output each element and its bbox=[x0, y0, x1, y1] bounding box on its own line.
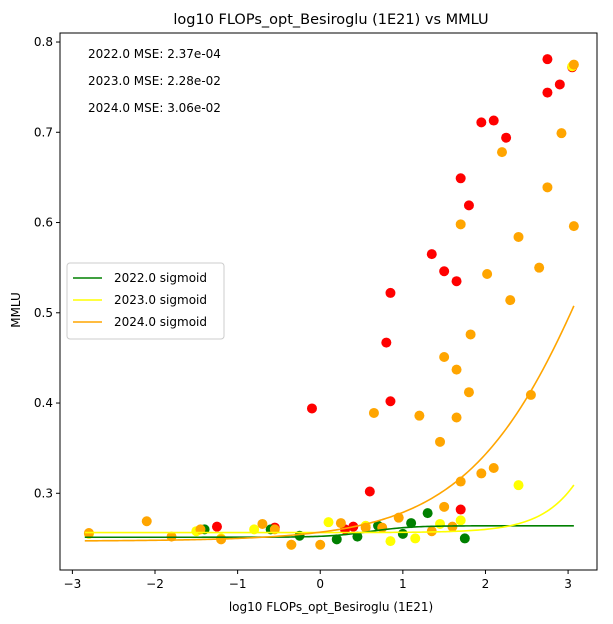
y-tick-label: 0.4 bbox=[34, 396, 53, 410]
data-point bbox=[335, 518, 346, 529]
sigmoid-fit-line bbox=[84, 305, 575, 542]
data-point bbox=[513, 480, 524, 491]
x-tick-label: −1 bbox=[229, 577, 247, 591]
legend-box bbox=[66, 262, 225, 340]
x-tick-label: 3 bbox=[564, 577, 572, 591]
legend-label-2022: 2022.0 sigmoid bbox=[114, 271, 207, 285]
data-point bbox=[141, 516, 152, 527]
y-tick-label: 0.5 bbox=[34, 306, 53, 320]
data-point bbox=[476, 117, 487, 128]
y-axis-label: MMLU bbox=[9, 292, 23, 328]
y-axis: 0.3 0.4 0.5 0.6 0.7 0.8 bbox=[34, 35, 60, 500]
data-point bbox=[306, 403, 317, 414]
data-point bbox=[323, 517, 334, 528]
y-tick-label: 0.7 bbox=[34, 125, 53, 139]
x-tick-label: 0 bbox=[316, 577, 324, 591]
data-point bbox=[455, 173, 466, 184]
data-point bbox=[476, 468, 487, 479]
x-axis-label: log10 FLOPs_opt_Besiroglu (1E21) bbox=[229, 600, 433, 614]
data-point bbox=[463, 200, 474, 211]
data-point bbox=[451, 276, 462, 287]
data-point bbox=[368, 407, 379, 418]
data-point bbox=[455, 504, 466, 515]
data-point bbox=[410, 533, 421, 544]
y-tick-label: 0.8 bbox=[34, 35, 53, 49]
plot-area bbox=[83, 54, 579, 550]
x-tick-label: −2 bbox=[146, 577, 164, 591]
legend-label-2023: 2023.0 sigmoid bbox=[114, 293, 207, 307]
data-point bbox=[455, 515, 466, 526]
data-point bbox=[406, 518, 417, 529]
y-tick-label: 0.3 bbox=[34, 486, 53, 500]
plot-frame bbox=[59, 32, 598, 571]
data-point bbox=[534, 262, 545, 273]
data-point bbox=[542, 87, 553, 98]
data-point bbox=[513, 231, 524, 242]
x-tick-label: −3 bbox=[64, 577, 82, 591]
data-point bbox=[385, 287, 396, 298]
data-point bbox=[315, 539, 326, 550]
data-point bbox=[465, 329, 476, 340]
data-point bbox=[568, 59, 579, 70]
data-point bbox=[525, 389, 536, 400]
data-point bbox=[482, 268, 493, 279]
legend-label-2024: 2024.0 sigmoid bbox=[114, 315, 207, 329]
mse-annotation-2023: 2023.0 MSE: 2.28e-02 bbox=[88, 74, 221, 88]
data-point bbox=[463, 387, 474, 398]
data-point bbox=[455, 219, 466, 230]
y-tick-label: 0.6 bbox=[34, 216, 53, 230]
chart-title: log10 FLOPs_opt_Besiroglu (1E21) vs MMLU bbox=[173, 12, 488, 28]
legend: 2022.0 sigmoid 2023.0 sigmoid 2024.0 sig… bbox=[66, 262, 225, 340]
data-point bbox=[554, 79, 565, 90]
data-point bbox=[331, 534, 342, 545]
data-point bbox=[542, 182, 553, 193]
data-point bbox=[286, 539, 297, 550]
data-point bbox=[364, 486, 375, 497]
data-point bbox=[385, 536, 396, 547]
data-point bbox=[488, 463, 499, 474]
x-tick-label: 2 bbox=[482, 577, 490, 591]
data-point bbox=[426, 249, 437, 260]
data-point bbox=[556, 128, 567, 139]
data-point bbox=[211, 521, 222, 532]
data-point bbox=[505, 295, 516, 306]
data-point bbox=[542, 54, 553, 65]
data-point bbox=[488, 115, 499, 126]
data-point bbox=[455, 476, 466, 487]
plot-marks bbox=[83, 54, 579, 550]
data-point bbox=[501, 132, 512, 143]
data-point bbox=[451, 412, 462, 423]
data-point bbox=[496, 147, 507, 158]
data-point bbox=[435, 518, 446, 529]
sigmoid-fit-line bbox=[84, 524, 574, 539]
data-point bbox=[257, 518, 268, 529]
data-point bbox=[439, 352, 450, 363]
data-point bbox=[435, 436, 446, 447]
data-point bbox=[414, 410, 425, 421]
mse-annotation-2024: 2024.0 MSE: 3.06e-02 bbox=[88, 101, 221, 115]
data-point bbox=[385, 396, 396, 407]
x-axis: −3 −2 −1 0 1 2 3 bbox=[64, 570, 572, 591]
data-point bbox=[422, 508, 433, 519]
data-point bbox=[439, 266, 450, 277]
data-point bbox=[397, 528, 408, 539]
data-point bbox=[459, 533, 470, 544]
mse-annotation-2022: 2022.0 MSE: 2.37e-04 bbox=[88, 47, 221, 61]
data-point bbox=[381, 337, 392, 348]
x-tick-label: 1 bbox=[399, 577, 407, 591]
data-point bbox=[439, 501, 450, 512]
data-point bbox=[451, 364, 462, 375]
sigmoid-fit-line bbox=[84, 484, 575, 534]
data-point bbox=[568, 221, 579, 232]
